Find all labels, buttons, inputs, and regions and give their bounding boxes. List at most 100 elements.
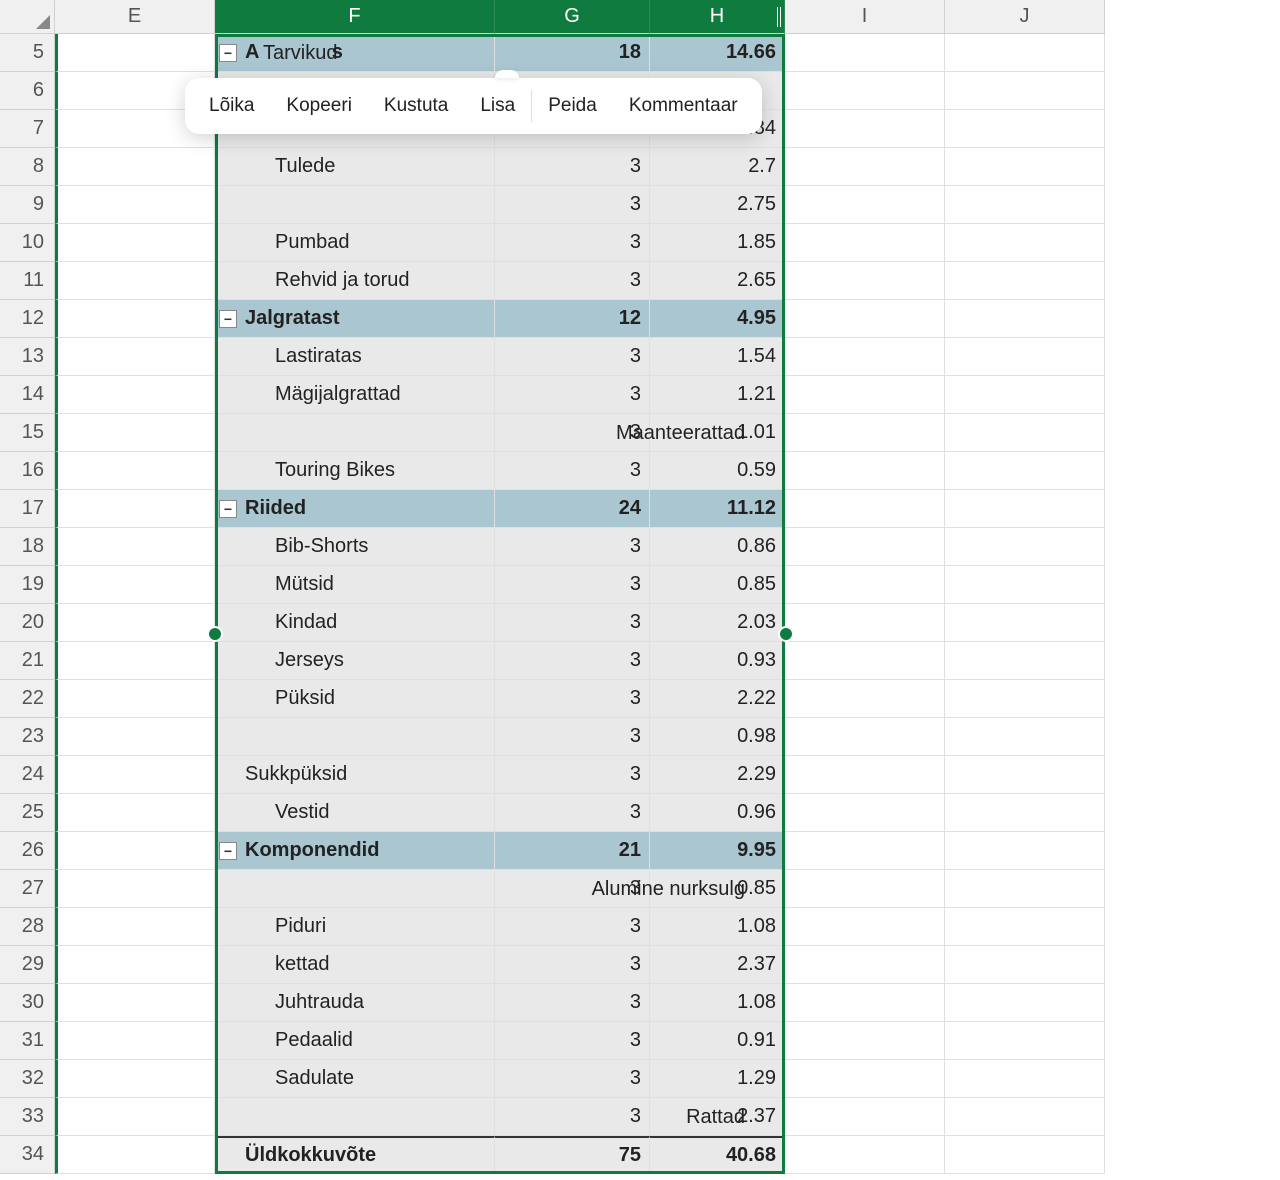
cell-I10[interactable] — [785, 224, 945, 262]
row-header-12[interactable]: 12 — [0, 300, 55, 338]
row-header-11[interactable]: 11 — [0, 262, 55, 300]
cell-G29[interactable]: 3 — [495, 946, 650, 984]
cell-H9[interactable]: 2.75 — [650, 186, 785, 224]
cell-G31[interactable]: 3 — [495, 1022, 650, 1060]
cell-F8[interactable]: Tulede — [215, 148, 495, 186]
cell-F23[interactable] — [215, 718, 495, 756]
cell-I18[interactable] — [785, 528, 945, 566]
row-header-5[interactable]: 5 — [0, 34, 55, 72]
cell-J14[interactable] — [945, 376, 1105, 414]
context-peida[interactable]: Peida — [532, 78, 613, 134]
cell-H15[interactable]: 1.01 — [650, 414, 785, 452]
cell-J27[interactable] — [945, 870, 1105, 908]
cell-H17[interactable]: 11.12 — [650, 490, 785, 528]
cell-J32[interactable] — [945, 1060, 1105, 1098]
cell-F16[interactable]: Touring Bikes — [215, 452, 495, 490]
cell-G18[interactable]: 3 — [495, 528, 650, 566]
cell-I12[interactable] — [785, 300, 945, 338]
cell-G8[interactable]: 3 — [495, 148, 650, 186]
cell-E8[interactable] — [55, 148, 215, 186]
cell-J7[interactable] — [945, 110, 1105, 148]
cell-J10[interactable] — [945, 224, 1105, 262]
cell-I17[interactable] — [785, 490, 945, 528]
cell-I15[interactable] — [785, 414, 945, 452]
row-header-17[interactable]: 17 — [0, 490, 55, 528]
row-header-31[interactable]: 31 — [0, 1022, 55, 1060]
cell-G9[interactable]: 3 — [495, 186, 650, 224]
cell-I28[interactable] — [785, 908, 945, 946]
cell-E5[interactable] — [55, 34, 215, 72]
cell-H30[interactable]: 1.08 — [650, 984, 785, 1022]
row-header-10[interactable]: 10 — [0, 224, 55, 262]
cell-G19[interactable]: 3 — [495, 566, 650, 604]
collapse-icon[interactable]: − — [219, 310, 237, 328]
cell-G21[interactable]: 3 — [495, 642, 650, 680]
cell-H20[interactable]: 2.03 — [650, 604, 785, 642]
cell-G27[interactable]: 3 — [495, 870, 650, 908]
cell-E9[interactable] — [55, 186, 215, 224]
cell-E19[interactable] — [55, 566, 215, 604]
spreadsheet-grid[interactable]: EFGHIJ5−A s1814.6667Helmets32.848Tulede3… — [0, 0, 1280, 1174]
cell-G22[interactable]: 3 — [495, 680, 650, 718]
cell-F34[interactable]: Üldkokkuvõte — [215, 1136, 495, 1174]
cell-H31[interactable]: 0.91 — [650, 1022, 785, 1060]
col-header-E[interactable]: E — [55, 0, 215, 34]
cell-E12[interactable] — [55, 300, 215, 338]
row-header-15[interactable]: 15 — [0, 414, 55, 452]
cell-I24[interactable] — [785, 756, 945, 794]
cell-J20[interactable] — [945, 604, 1105, 642]
cell-F5[interactable]: −A s — [215, 34, 495, 72]
cell-H29[interactable]: 2.37 — [650, 946, 785, 984]
row-header-32[interactable]: 32 — [0, 1060, 55, 1098]
cell-F11[interactable]: Rehvid ja torud — [215, 262, 495, 300]
cell-H11[interactable]: 2.65 — [650, 262, 785, 300]
row-header-14[interactable]: 14 — [0, 376, 55, 414]
cell-G32[interactable]: 3 — [495, 1060, 650, 1098]
cell-H14[interactable]: 1.21 — [650, 376, 785, 414]
cell-J23[interactable] — [945, 718, 1105, 756]
context-lõika[interactable]: Lõika — [193, 78, 270, 134]
cell-I33[interactable] — [785, 1098, 945, 1136]
cell-E26[interactable] — [55, 832, 215, 870]
row-header-27[interactable]: 27 — [0, 870, 55, 908]
cell-G12[interactable]: 12 — [495, 300, 650, 338]
cell-G13[interactable]: 3 — [495, 338, 650, 376]
cell-G14[interactable]: 3 — [495, 376, 650, 414]
row-header-33[interactable]: 33 — [0, 1098, 55, 1136]
cell-F29[interactable]: kettad — [215, 946, 495, 984]
col-header-F[interactable]: F — [215, 0, 495, 34]
cell-J21[interactable] — [945, 642, 1105, 680]
cell-I19[interactable] — [785, 566, 945, 604]
cell-I5[interactable] — [785, 34, 945, 72]
cell-F15[interactable] — [215, 414, 495, 452]
cell-E28[interactable] — [55, 908, 215, 946]
cell-E24[interactable] — [55, 756, 215, 794]
cell-G5[interactable]: 18 — [495, 34, 650, 72]
cell-E31[interactable] — [55, 1022, 215, 1060]
row-header-25[interactable]: 25 — [0, 794, 55, 832]
cell-E20[interactable] — [55, 604, 215, 642]
cell-G23[interactable]: 3 — [495, 718, 650, 756]
cell-J11[interactable] — [945, 262, 1105, 300]
cell-H26[interactable]: 9.95 — [650, 832, 785, 870]
context-kustuta[interactable]: Kustuta — [368, 78, 464, 134]
cell-F32[interactable]: Sadulate — [215, 1060, 495, 1098]
context-kopeeri[interactable]: Kopeeri — [270, 78, 368, 134]
row-header-26[interactable]: 26 — [0, 832, 55, 870]
cell-J12[interactable] — [945, 300, 1105, 338]
row-header-8[interactable]: 8 — [0, 148, 55, 186]
cell-E14[interactable] — [55, 376, 215, 414]
row-header-20[interactable]: 20 — [0, 604, 55, 642]
cell-I26[interactable] — [785, 832, 945, 870]
cell-H5[interactable]: 14.66 — [650, 34, 785, 72]
row-header-28[interactable]: 28 — [0, 908, 55, 946]
cell-I32[interactable] — [785, 1060, 945, 1098]
cell-G16[interactable]: 3 — [495, 452, 650, 490]
cell-J31[interactable] — [945, 1022, 1105, 1060]
cell-G30[interactable]: 3 — [495, 984, 650, 1022]
cell-F27[interactable] — [215, 870, 495, 908]
cell-I16[interactable] — [785, 452, 945, 490]
cell-F9[interactable] — [215, 186, 495, 224]
cell-E15[interactable] — [55, 414, 215, 452]
cell-H22[interactable]: 2.22 — [650, 680, 785, 718]
